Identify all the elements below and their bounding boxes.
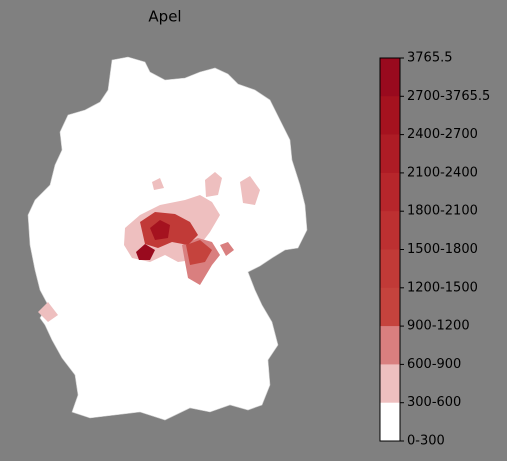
colorbar-segment <box>380 96 400 135</box>
colorbar: 3765.5 2700-3765.5 2400-2700 2100-2400 1800-… <box>379 51 490 449</box>
region-light <box>240 176 260 205</box>
colorbar-label: 900-1200 <box>407 319 470 334</box>
region-dark <box>150 220 170 240</box>
colorbar-segment <box>380 402 400 442</box>
colorbar-segment <box>380 58 400 97</box>
colorbar-label: 600-900 <box>407 357 461 372</box>
colorbar-label: 2700-3765.5 <box>407 89 490 104</box>
colorbar-segment <box>380 249 400 289</box>
region-dark <box>136 244 155 260</box>
colorbar-label: 300-600 <box>407 395 461 410</box>
colorbar-label: 0-300 <box>407 434 445 449</box>
colorbar-label: 1500-1800 <box>407 242 478 257</box>
region-light <box>205 172 222 197</box>
colorbar-label: 1800-2100 <box>407 204 478 219</box>
colorbar-label: 2100-2400 <box>407 165 478 180</box>
colorbar-label: 3765.5 <box>407 51 453 66</box>
colorbar-label: 2400-2700 <box>407 127 478 142</box>
region-mid <box>220 242 234 256</box>
colorbar-segment <box>380 211 400 250</box>
colorbar-segment <box>380 172 400 212</box>
colorbar-segment <box>380 287 400 327</box>
region-red <box>186 240 212 265</box>
map-title: Apel <box>148 8 181 26</box>
colorbar-label: 1200-1500 <box>407 280 478 295</box>
germany-map <box>27 56 308 421</box>
region-light <box>38 302 58 322</box>
colorbar-segment <box>380 364 400 403</box>
colorbar-segment <box>380 134 400 174</box>
colorbar-segment <box>380 326 400 365</box>
region-light <box>152 178 164 190</box>
